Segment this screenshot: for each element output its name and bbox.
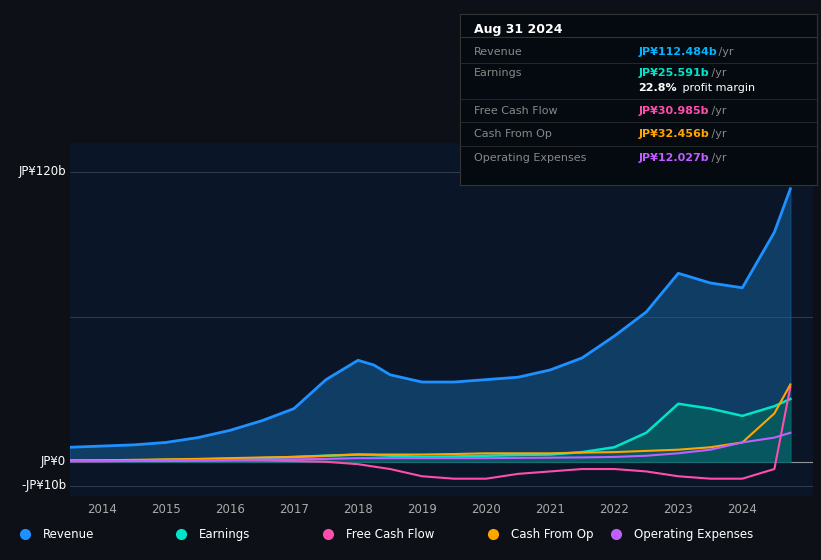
Text: 22.8%: 22.8% [639, 83, 677, 94]
Text: Aug 31 2024: Aug 31 2024 [474, 24, 562, 36]
Text: JP¥120b: JP¥120b [18, 165, 66, 178]
Text: /yr: /yr [708, 153, 727, 164]
Text: Earnings: Earnings [199, 528, 250, 541]
Text: Operating Expenses: Operating Expenses [474, 153, 586, 164]
Text: JP¥112.484b: JP¥112.484b [639, 48, 717, 58]
Text: JP¥30.985b: JP¥30.985b [639, 105, 709, 115]
Text: Free Cash Flow: Free Cash Flow [474, 105, 557, 115]
Text: /yr: /yr [708, 68, 727, 78]
Text: Revenue: Revenue [474, 48, 523, 58]
Text: JP¥12.027b: JP¥12.027b [639, 153, 709, 164]
Text: JP¥32.456b: JP¥32.456b [639, 129, 709, 139]
Text: JP¥0: JP¥0 [41, 455, 66, 468]
Text: /yr: /yr [708, 105, 727, 115]
Text: Earnings: Earnings [474, 68, 522, 78]
Text: Cash From Op: Cash From Op [511, 528, 593, 541]
Text: Cash From Op: Cash From Op [474, 129, 552, 139]
Text: /yr: /yr [715, 48, 733, 58]
Text: -JP¥10b: -JP¥10b [21, 479, 66, 492]
Text: Operating Expenses: Operating Expenses [634, 528, 753, 541]
Text: Free Cash Flow: Free Cash Flow [346, 528, 435, 541]
Text: profit margin: profit margin [680, 83, 755, 94]
Text: JP¥25.591b: JP¥25.591b [639, 68, 709, 78]
Text: /yr: /yr [708, 129, 727, 139]
Text: Revenue: Revenue [43, 528, 94, 541]
